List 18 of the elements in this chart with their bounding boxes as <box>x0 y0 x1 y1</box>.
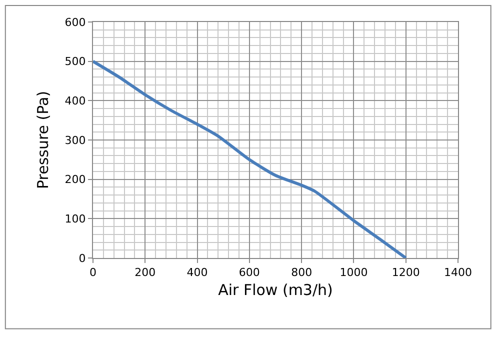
line-series <box>93 60 408 258</box>
x-tick-label: 200 <box>134 266 156 280</box>
x-tick-label: 800 <box>291 266 312 280</box>
x-tick-label: 1400 <box>444 266 472 280</box>
y-tick-label: 0 <box>78 252 86 265</box>
y-tick-label: 300 <box>64 134 86 147</box>
y-axis-title: Pressure (Pa) <box>34 90 52 190</box>
y-tick-label: 600 <box>64 16 86 29</box>
y-tick-label: 400 <box>64 94 86 108</box>
y-tick-label: 500 <box>64 55 86 68</box>
x-tick-label: 0 <box>90 266 96 280</box>
x-tick-label: 1000 <box>340 266 368 280</box>
x-tick-label: 600 <box>238 266 260 280</box>
x-axis-title: Air Flow (m3/h) <box>218 281 333 300</box>
y-tick-label: 200 <box>64 173 86 186</box>
x-tick-label: 1200 <box>392 266 420 280</box>
y-tick-label: 100 <box>64 212 86 226</box>
x-tick-label: 400 <box>186 266 208 280</box>
